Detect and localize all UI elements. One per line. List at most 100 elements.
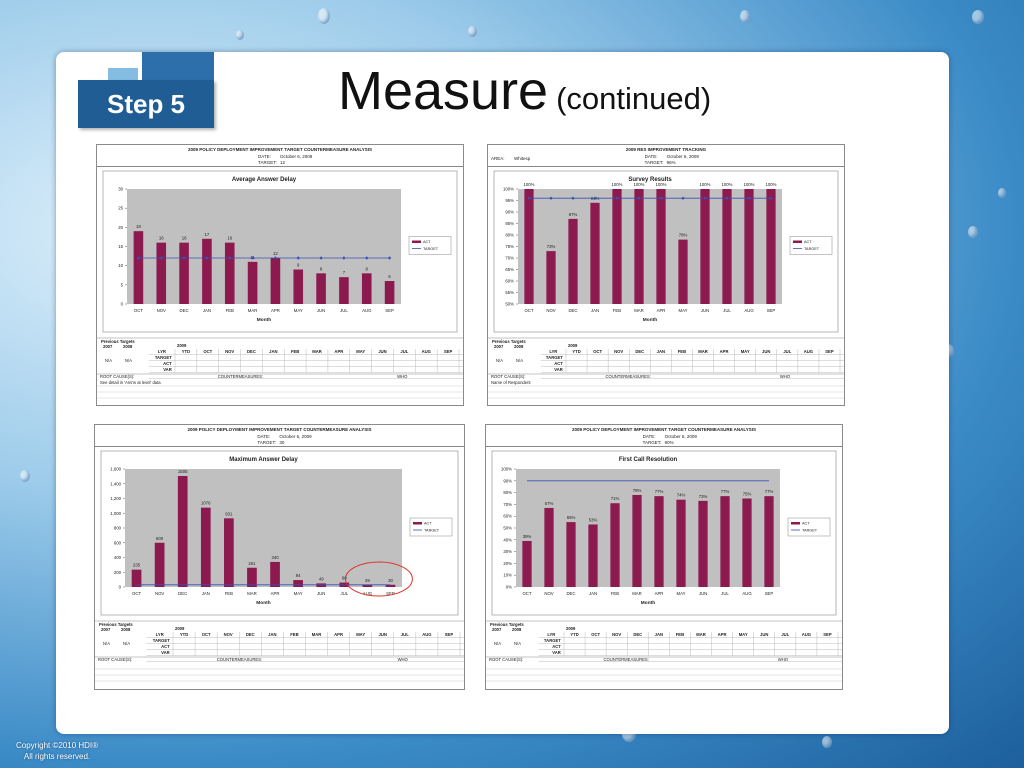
countermeasures-label: COUNTERMEASURES: bbox=[605, 374, 650, 379]
data-label: 235 bbox=[133, 563, 141, 568]
col-header: MAY bbox=[739, 632, 748, 637]
col-header: MAR bbox=[698, 349, 708, 354]
row-header: ACT bbox=[552, 644, 561, 649]
x-tick-label: SEP bbox=[385, 308, 394, 313]
na-label: N/A bbox=[125, 358, 132, 363]
legend-swatch-act bbox=[791, 522, 800, 525]
x-axis-label: Month bbox=[257, 317, 271, 323]
year-label: 2009 bbox=[568, 343, 578, 348]
x-tick-label: JUL bbox=[721, 591, 729, 596]
bar bbox=[610, 503, 620, 587]
data-label: 71% bbox=[611, 496, 620, 501]
target-label: TARGET: bbox=[257, 440, 277, 445]
data-label: 1076 bbox=[201, 501, 211, 506]
bar bbox=[131, 569, 142, 587]
bar bbox=[200, 507, 211, 587]
x-tick-label: FEB bbox=[226, 308, 234, 313]
data-label: 73% bbox=[699, 494, 708, 499]
col-header: APR bbox=[334, 349, 343, 354]
data-label: 29 bbox=[365, 578, 370, 583]
x-tick-label: NOV bbox=[546, 308, 555, 313]
bar bbox=[656, 189, 666, 304]
y-tick-label: 0% bbox=[506, 585, 512, 590]
data-label: 100% bbox=[722, 182, 733, 187]
bar bbox=[270, 258, 281, 304]
y-tick-label: 80% bbox=[503, 490, 512, 495]
y-tick-label: 400 bbox=[114, 555, 122, 560]
col-header: NOV bbox=[225, 349, 234, 354]
bar bbox=[588, 524, 598, 587]
year-label: 2009 bbox=[175, 626, 185, 631]
y-tick-label: 85% bbox=[505, 221, 514, 226]
y-tick-label: 15 bbox=[118, 244, 123, 249]
water-drop bbox=[318, 8, 330, 24]
data-label: 931 bbox=[225, 511, 233, 516]
bar bbox=[156, 242, 167, 304]
bar bbox=[316, 273, 326, 304]
x-tick-label: SEP bbox=[765, 591, 774, 596]
x-tick-label: MAY bbox=[294, 591, 303, 596]
na-label: N/A bbox=[514, 641, 521, 646]
water-drop bbox=[468, 26, 477, 37]
water-drop bbox=[236, 30, 244, 40]
chart-svg: First Call Resolution 0% 10% 20% 30% 40% 50% 60… bbox=[486, 450, 842, 682]
chart-title: Survey Results bbox=[628, 177, 672, 183]
col-header: NOV bbox=[612, 632, 621, 637]
row-header: ACT bbox=[161, 644, 170, 649]
col-header: JAN bbox=[269, 349, 277, 354]
col-header: OCT bbox=[202, 632, 211, 637]
col-header: AUG bbox=[422, 632, 431, 637]
target-value: 30 bbox=[279, 440, 285, 445]
col-header: JUL bbox=[401, 632, 409, 637]
countermeasures-label: COUNTERMEASURES: bbox=[218, 374, 263, 379]
legend-label-target: TARGET bbox=[804, 247, 820, 251]
root-cause-label: ROOT CAUSE(S): bbox=[491, 374, 525, 379]
data-label: 12 bbox=[273, 251, 278, 256]
col-header: FEB bbox=[678, 349, 686, 354]
prev-targets-label: Previous Targets bbox=[490, 622, 524, 627]
y-tick-label: 65% bbox=[505, 267, 514, 272]
bar bbox=[154, 542, 165, 587]
row-header: TARGET bbox=[544, 638, 561, 643]
col-header: SEP bbox=[825, 349, 834, 354]
data-label: 100% bbox=[656, 182, 667, 187]
data-label: 8 bbox=[320, 266, 323, 271]
copyright-line: Copyright ©2010 HDI® bbox=[16, 741, 99, 750]
x-tick-label: FEB bbox=[225, 591, 233, 596]
sheet-note: Name of Respondent bbox=[491, 380, 531, 385]
prev-targets-label: Previous Targets bbox=[99, 622, 133, 627]
water-drop bbox=[20, 470, 30, 482]
x-tick-label: NOV bbox=[157, 308, 166, 313]
col-header: DEC bbox=[633, 632, 642, 637]
y-tick-label: 20 bbox=[118, 225, 123, 230]
data-label: 16 bbox=[182, 236, 187, 241]
target-marker bbox=[681, 196, 685, 200]
col-header: YTD bbox=[180, 632, 188, 637]
col-header: JUL bbox=[400, 349, 408, 354]
bar bbox=[247, 261, 258, 304]
data-label: 6 bbox=[388, 274, 391, 279]
x-tick-label: NOV bbox=[155, 591, 164, 596]
target-marker bbox=[571, 196, 575, 200]
bar bbox=[361, 273, 372, 304]
col-header: DEC bbox=[635, 349, 644, 354]
data-label: 17 bbox=[205, 232, 210, 237]
bar bbox=[270, 561, 280, 587]
target-marker bbox=[703, 196, 707, 200]
data-label: 75% bbox=[743, 492, 752, 497]
water-drop bbox=[998, 188, 1006, 198]
x-tick-label: DEC bbox=[566, 591, 575, 596]
col-header: OCT bbox=[591, 632, 600, 637]
plot-area bbox=[516, 469, 780, 587]
col-header: LYR bbox=[156, 632, 164, 637]
bar bbox=[544, 507, 554, 587]
target-label: TARGET: bbox=[258, 160, 277, 165]
col-header: LYR bbox=[158, 349, 166, 354]
col-header: MAY bbox=[356, 632, 365, 637]
bar bbox=[293, 580, 303, 587]
sheet-header: 2009 RES IMPROVEMENT TRACKING AREA: Whites… bbox=[488, 145, 844, 167]
col-header: AUG bbox=[802, 632, 811, 637]
col-header: DEC bbox=[247, 349, 256, 354]
year-label: 2008 bbox=[514, 344, 524, 349]
x-tick-label: SEP bbox=[767, 308, 776, 313]
